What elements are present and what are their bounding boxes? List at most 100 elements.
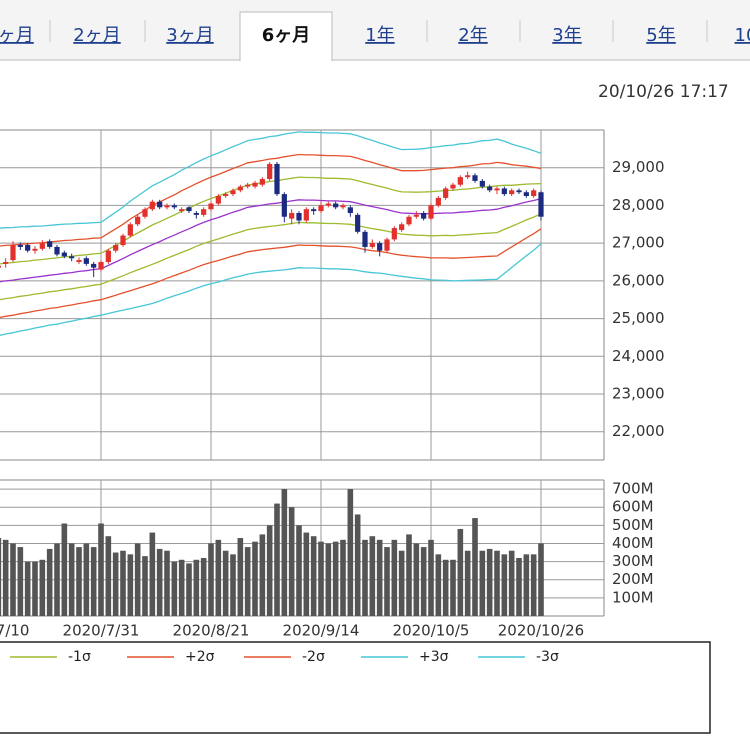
- volume-bar: [54, 543, 60, 616]
- volume-bar: [105, 536, 112, 616]
- volume-bar: [120, 550, 126, 616]
- volume-bar: [288, 507, 295, 616]
- candle-body: [406, 216, 412, 225]
- candle-body: [157, 201, 163, 208]
- volume-bar: [406, 534, 412, 616]
- band-line: [0, 228, 542, 319]
- candle-body: [142, 209, 148, 217]
- y2-tick-label: 300M: [612, 552, 654, 570]
- volume-bar: [523, 554, 530, 616]
- tab[interactable]: 3ヶ月: [166, 25, 213, 46]
- tab[interactable]: 2年: [458, 25, 487, 46]
- candle-body: [25, 245, 31, 251]
- candle-body: [296, 212, 302, 221]
- volume-bar: [98, 523, 104, 616]
- candle-body: [69, 256, 75, 259]
- volume-bar: [450, 559, 456, 616]
- volume-bar: [252, 541, 258, 616]
- candle-body: [413, 214, 419, 217]
- legend-label: -1σ: [68, 649, 91, 665]
- volume-bar: [142, 556, 148, 616]
- candle-body: [355, 214, 361, 232]
- x-tick-label: 2020/8/21: [173, 622, 250, 640]
- volume-bar: [318, 541, 324, 616]
- candle-body: [347, 207, 353, 213]
- candle-body: [17, 245, 23, 247]
- candle-body: [39, 243, 45, 249]
- candle-body: [252, 182, 258, 187]
- tab: 6ヶ月: [262, 25, 311, 46]
- y2-tick-label: 600M: [612, 498, 654, 516]
- volume-bar: [303, 532, 310, 616]
- candle-body: [289, 212, 295, 219]
- tab[interactable]: 10年: [735, 25, 750, 46]
- volume-bar: [164, 550, 170, 616]
- volume-bar: [457, 528, 464, 616]
- volume-bar: [17, 547, 24, 616]
- candle-body: [377, 243, 383, 251]
- volume-bar: [2, 539, 9, 616]
- candle-body: [267, 163, 273, 180]
- candle-body: [179, 209, 185, 212]
- volume-bar: [178, 559, 185, 616]
- candle-body: [538, 192, 544, 217]
- band-line: [0, 243, 542, 336]
- tab-selected-bg: [239, 11, 333, 61]
- volume-bar: [127, 554, 134, 616]
- volume-bar: [369, 536, 376, 616]
- candle-body: [428, 205, 434, 219]
- volume-bar: [472, 518, 478, 616]
- y2-tick-label: 500M: [612, 516, 654, 534]
- candle-body: [465, 175, 471, 178]
- tab[interactable]: 5年: [646, 25, 675, 46]
- volume-bar: [332, 541, 339, 616]
- legend-label: +2σ: [185, 649, 215, 665]
- volume-bar: [149, 532, 156, 616]
- tab[interactable]: 2ヶ月: [73, 25, 120, 46]
- candle-body: [98, 262, 104, 270]
- y2-tick-label: 100M: [612, 588, 654, 606]
- candle-body: [230, 190, 236, 195]
- legend: -1σ +2σ -2σ +3σ -3σ: [10, 649, 559, 665]
- y2-tick-label: 400M: [612, 534, 654, 552]
- candle-body: [303, 209, 309, 221]
- volume-bar: [208, 543, 214, 616]
- candle-body: [237, 186, 243, 191]
- volume-bar: [171, 561, 178, 616]
- legend-label: -2σ: [302, 649, 325, 665]
- volume-bar: [362, 539, 368, 616]
- y-tick-label: 27,000: [612, 234, 665, 252]
- candle-body: [333, 203, 339, 208]
- candle-body: [281, 194, 287, 217]
- candle-body: [91, 263, 97, 268]
- tab[interactable]: 1ヶ月: [0, 25, 34, 46]
- candle-body: [457, 177, 463, 185]
- volume-bar: [516, 557, 522, 616]
- volume-bar: [112, 552, 119, 616]
- band-line: [0, 153, 542, 247]
- candle-body: [171, 205, 177, 208]
- candle-body: [472, 175, 478, 181]
- volume-bar: [222, 550, 229, 616]
- candle-body: [186, 207, 192, 212]
- tab[interactable]: 3年: [552, 25, 581, 46]
- candle-body: [501, 188, 507, 195]
- candle-body: [61, 252, 67, 257]
- band-line: [0, 176, 542, 265]
- volume-bar: [32, 561, 38, 616]
- volume-bar: [0, 538, 2, 616]
- candle-body: [149, 201, 155, 210]
- candle-body: [421, 212, 427, 219]
- candle-body: [399, 224, 405, 230]
- volume-bar: [376, 539, 383, 616]
- candle-body: [120, 235, 126, 246]
- candle-body: [76, 260, 82, 262]
- candle-body: [3, 262, 9, 264]
- legend-box: [0, 641, 711, 734]
- volume-bar: [501, 554, 508, 616]
- candle-body: [509, 190, 515, 195]
- tab[interactable]: 1年: [365, 25, 394, 46]
- x-tick-label: 2020/10/5: [393, 622, 470, 640]
- volume-bar: [237, 538, 244, 616]
